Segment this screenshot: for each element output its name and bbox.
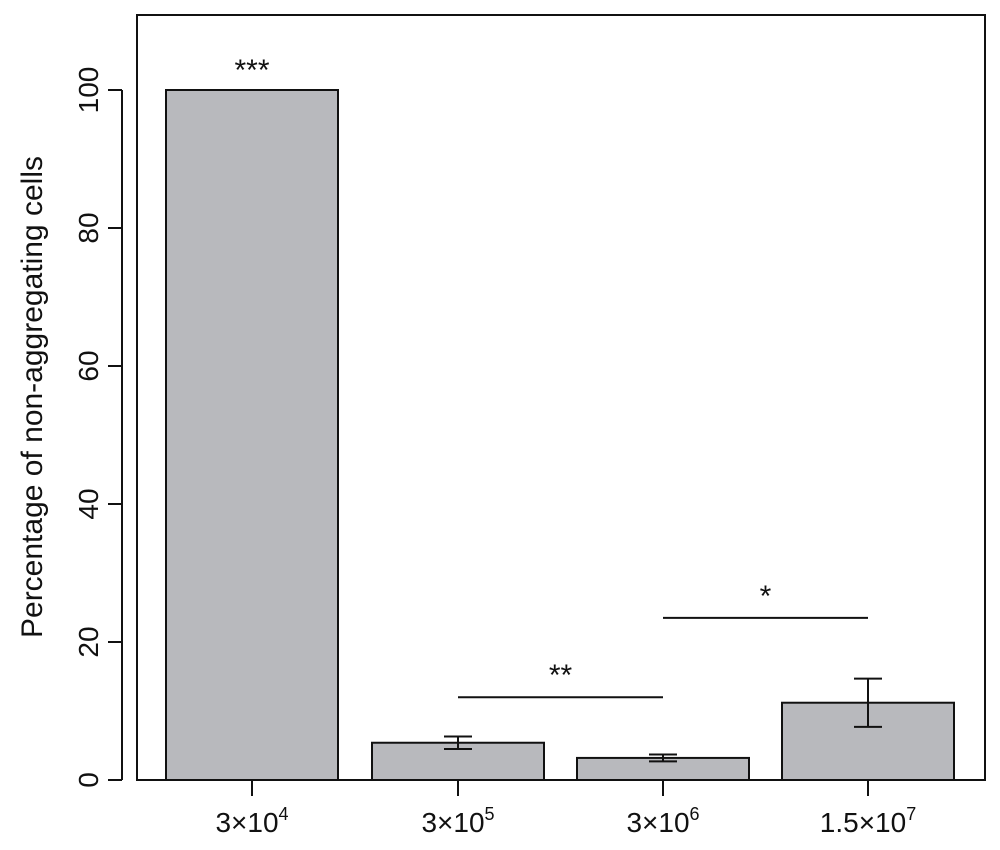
x-tick-label: 3×104	[215, 804, 288, 838]
y-axis: 0 20 40 60 80 100	[73, 67, 123, 788]
bar	[165, 89, 339, 781]
y-tick-label: 0	[73, 772, 104, 788]
y-tick-label: 60	[73, 350, 104, 381]
error-bars-group	[444, 677, 882, 763]
x-tick-label: 3×105	[421, 804, 494, 838]
y-tick-label: 20	[73, 626, 104, 657]
y-tick-label: 40	[73, 488, 104, 519]
significance-annotations: ******	[234, 54, 868, 699]
plot-frame	[136, 14, 986, 781]
y-tick-label: 100	[73, 67, 104, 114]
significance-stars: *	[760, 580, 772, 613]
y-axis-title: Percentage of non-aggregating cells	[16, 156, 49, 638]
x-tick-label: 3×106	[626, 804, 699, 838]
significance-stars: ***	[234, 54, 269, 87]
x-axis: 3×104 3×105 3×106 1.5×107	[215, 780, 916, 838]
x-tick-label: 1.5×107	[820, 804, 916, 838]
significance-stars: **	[549, 659, 573, 692]
y-tick-label: 80	[73, 212, 104, 243]
